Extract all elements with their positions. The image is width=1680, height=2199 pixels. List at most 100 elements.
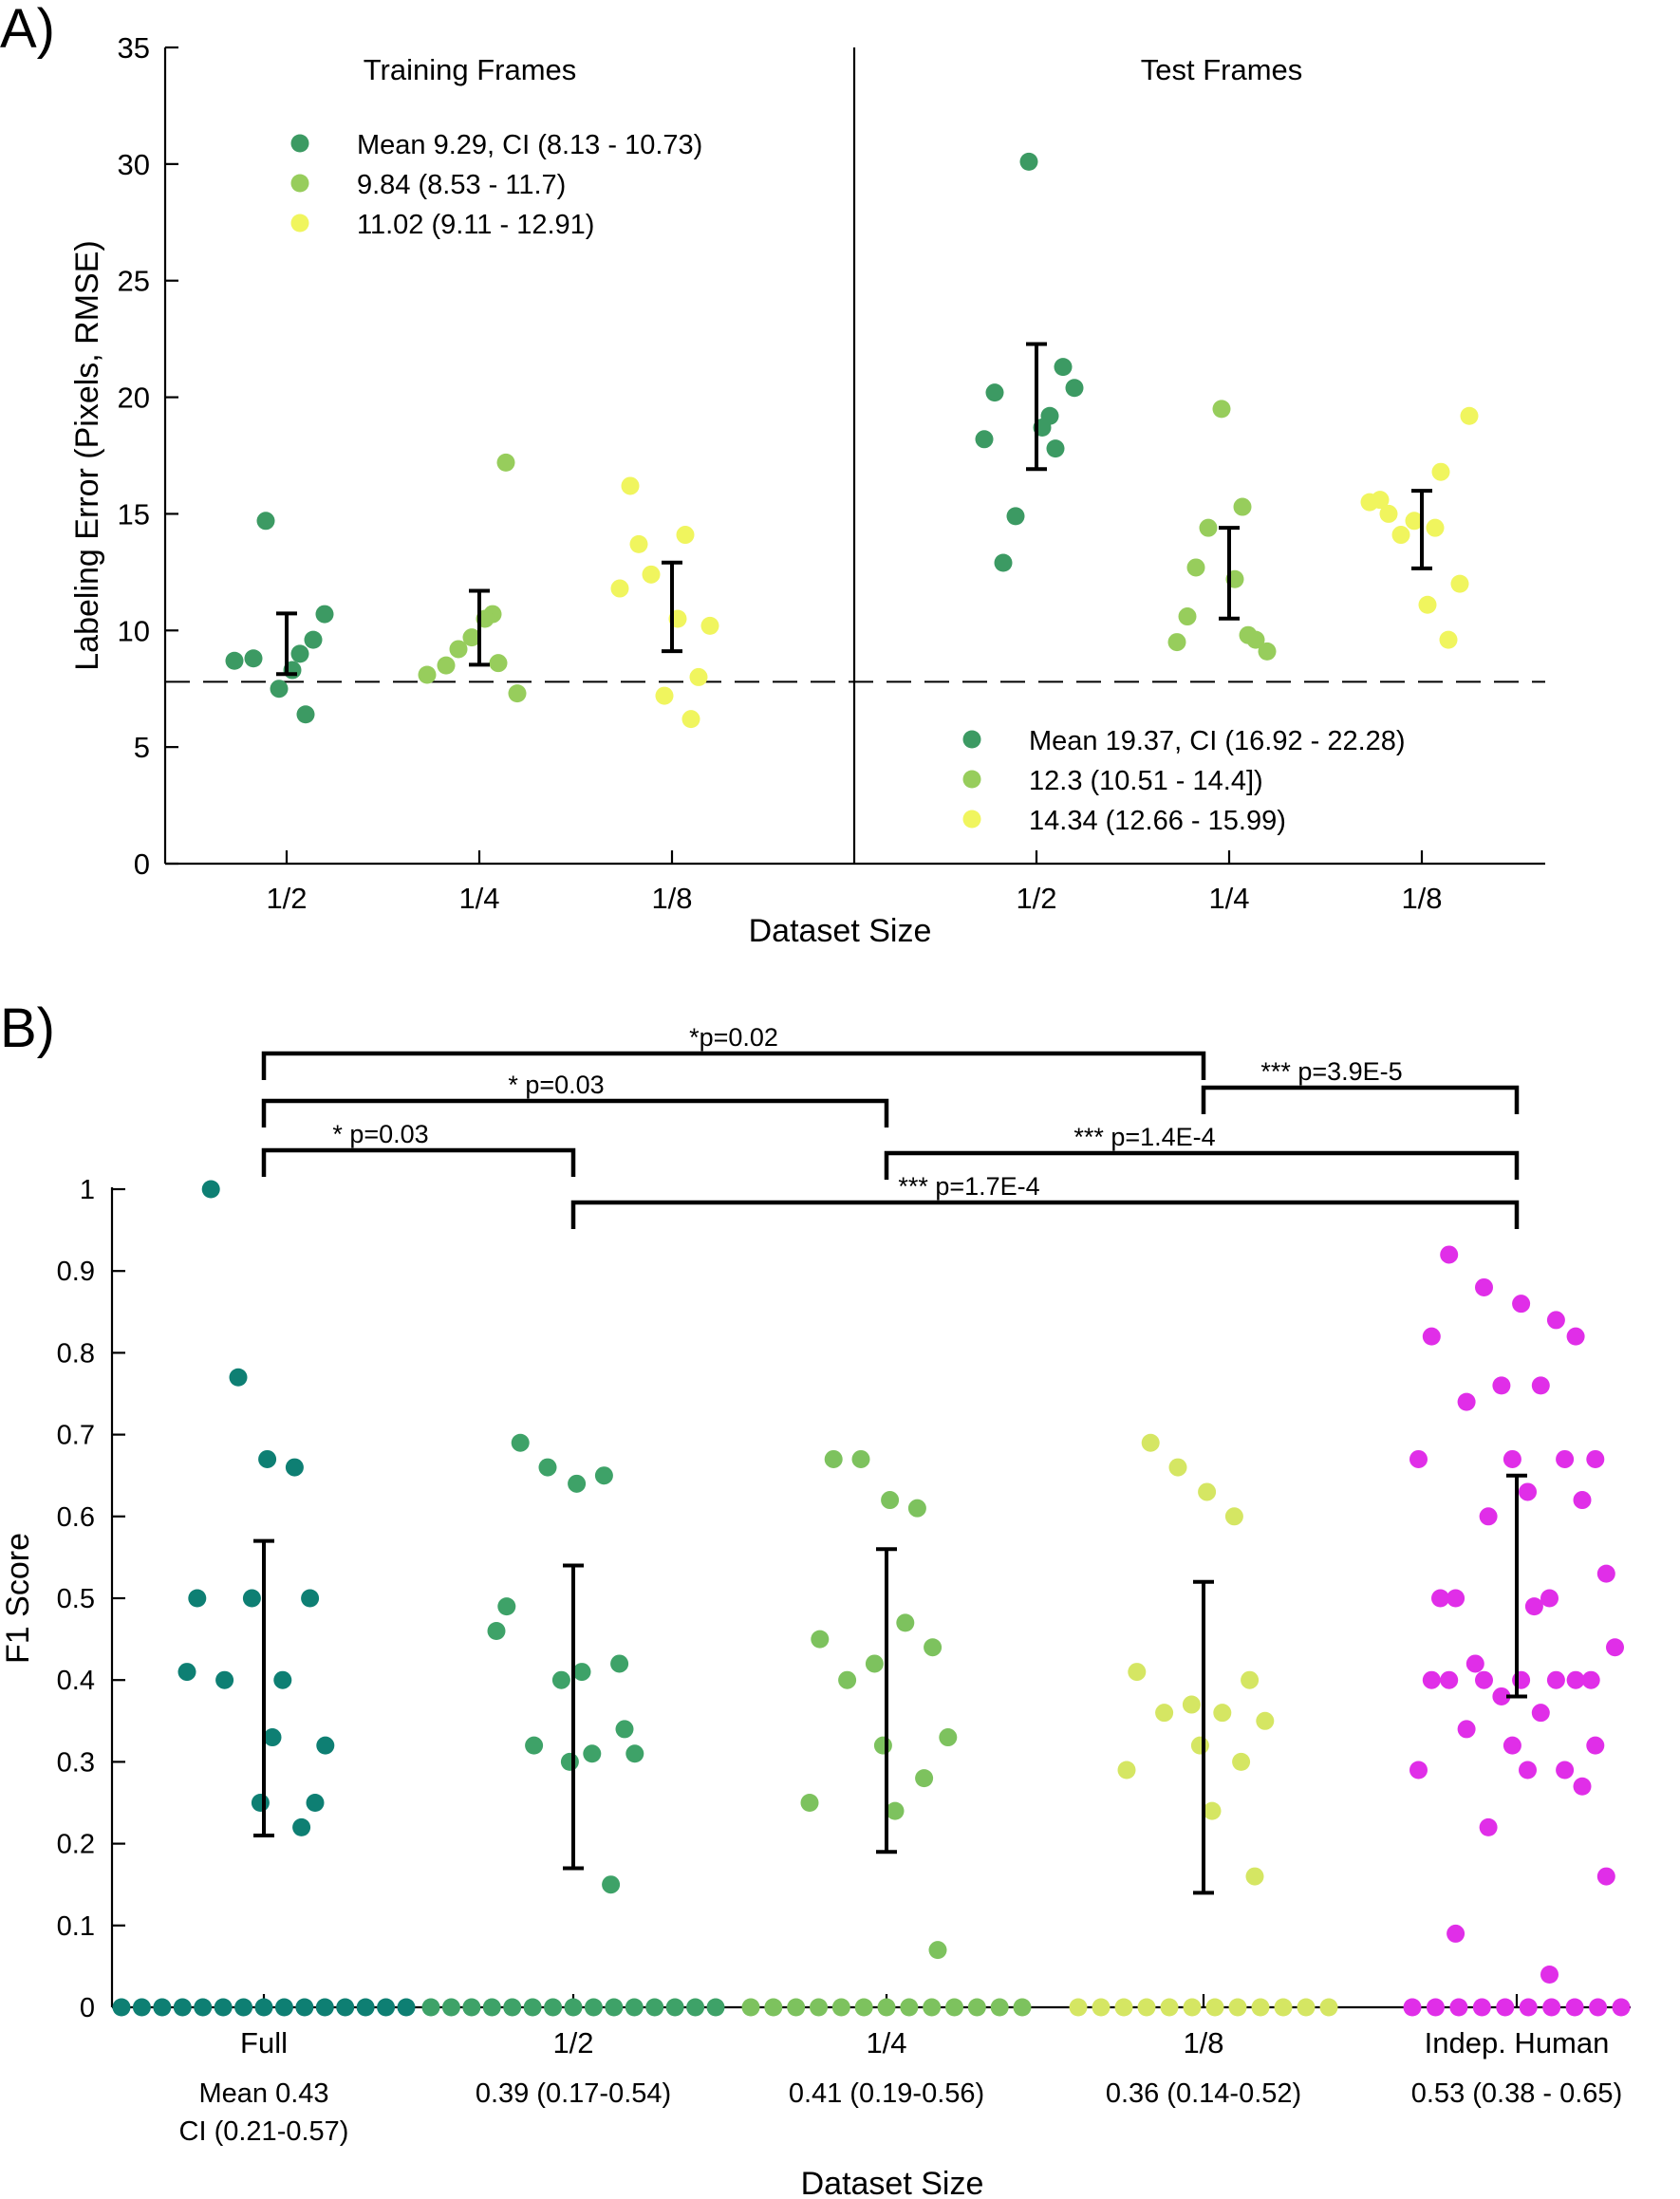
data-point — [1203, 1801, 1222, 1820]
data-point — [881, 1491, 900, 1510]
data-point — [229, 1368, 248, 1387]
data-point — [1573, 1777, 1592, 1796]
y-tick-label: 0.9 — [57, 1257, 95, 1287]
x-tick-label: 1/4 — [866, 2026, 906, 2059]
data-point — [1297, 1998, 1316, 2017]
data-point — [1492, 1687, 1511, 1705]
significance-label: * p=0.03 — [508, 1071, 604, 1099]
data-point — [1519, 1998, 1538, 2017]
y-tick-label: 0.4 — [57, 1666, 95, 1696]
data-point — [896, 1613, 915, 1632]
data-point — [873, 1736, 892, 1755]
data-point — [1006, 507, 1025, 526]
data-point — [594, 1466, 613, 1485]
legend-label: Mean 9.29, CI (8.13 - 10.73) — [357, 130, 702, 160]
data-point — [285, 1458, 304, 1477]
data-point — [1457, 1720, 1476, 1739]
panel-label: A) — [0, 0, 55, 60]
data-point — [645, 1998, 664, 2017]
data-point — [1155, 1704, 1174, 1723]
data-point — [1422, 1670, 1441, 1689]
y-tick-label: 25 — [118, 265, 150, 298]
data-point — [1503, 1449, 1521, 1468]
y-tick-label: 0.1 — [57, 1911, 95, 1942]
y-tick-label: 10 — [118, 614, 150, 647]
data-point — [706, 1998, 725, 2017]
group-summary: 0.53 (0.38 - 0.65) — [1411, 2078, 1622, 2109]
data-point — [1546, 1311, 1565, 1330]
x-tick-label: 1/2 — [1016, 882, 1056, 915]
data-point — [1422, 1327, 1441, 1346]
data-point — [1472, 1998, 1491, 2017]
group-summary: CI (0.21-0.57) — [179, 2116, 349, 2147]
data-point — [811, 1630, 830, 1649]
data-point — [1566, 1670, 1585, 1689]
data-point — [487, 1621, 506, 1640]
data-point — [254, 1998, 273, 2017]
data-point — [1241, 1670, 1260, 1689]
data-point — [1531, 1376, 1550, 1395]
data-point — [1160, 1998, 1179, 2017]
data-point — [301, 1589, 320, 1608]
data-point — [1426, 1998, 1445, 2017]
data-point — [1258, 642, 1277, 661]
data-point — [800, 1794, 819, 1812]
data-point — [1224, 1507, 1243, 1526]
data-point — [1182, 1695, 1201, 1714]
data-point — [1403, 1998, 1422, 2017]
y-axis-label: F1 Score — [0, 1533, 36, 1664]
data-point — [629, 534, 648, 553]
data-point — [1186, 558, 1205, 577]
data-point — [1019, 152, 1038, 171]
data-point — [270, 680, 289, 699]
y-tick-label: 0.6 — [57, 1502, 95, 1533]
data-point — [1178, 607, 1197, 626]
data-point — [1141, 1433, 1160, 1452]
data-point — [764, 1998, 783, 2017]
data-point — [602, 1875, 621, 1894]
data-point — [1542, 1998, 1561, 2017]
data-point — [397, 1998, 416, 2017]
data-point — [924, 1638, 943, 1657]
panel-a: A) 0 5 10 15 20 25 30 35 Labeling Error (Pixels, … — [0, 0, 1545, 949]
data-point — [194, 1998, 213, 2017]
significance-label: *** p=3.9E-5 — [1260, 1057, 1402, 1086]
data-point — [1492, 1376, 1511, 1395]
significance-label: *p=0.02 — [689, 1023, 778, 1052]
x-tick-label: 1/8 — [1183, 2026, 1223, 2059]
data-point — [1540, 1966, 1559, 1985]
data-point — [975, 430, 994, 449]
data-point — [1450, 574, 1469, 593]
data-point — [900, 1998, 919, 2017]
data-point — [1479, 1507, 1498, 1526]
data-point — [215, 1670, 234, 1689]
data-point — [441, 1998, 460, 2017]
data-point — [1233, 497, 1252, 516]
data-point — [945, 1998, 963, 2017]
data-point — [583, 1744, 602, 1763]
data-point — [886, 1801, 905, 1820]
data-point — [214, 1998, 233, 2017]
data-point — [700, 616, 719, 635]
data-point — [686, 1998, 705, 2017]
data-point — [1440, 1245, 1459, 1264]
data-point — [1596, 1867, 1615, 1886]
significance-bracket — [261, 1147, 576, 1177]
data-point — [990, 1998, 1009, 2017]
y-tick-label: 0 — [80, 1993, 95, 2023]
data-point — [681, 710, 700, 729]
data-point — [112, 1998, 131, 2017]
data-point — [1519, 1761, 1537, 1780]
data-point — [560, 1752, 579, 1771]
data-point — [923, 1998, 942, 2017]
data-point — [1475, 1277, 1493, 1296]
x-tick-label: Full — [240, 2026, 288, 2059]
x-tick-label: 1/8 — [651, 882, 692, 915]
data-point — [1479, 1817, 1498, 1836]
data-point — [242, 1589, 261, 1608]
data-point — [1447, 1924, 1465, 1943]
data-point — [1556, 1761, 1575, 1780]
data-point — [449, 640, 468, 659]
y-axis-label: Labeling Error (Pixels, RMSE) — [69, 240, 105, 670]
y-tick-label: 0 — [134, 848, 150, 881]
